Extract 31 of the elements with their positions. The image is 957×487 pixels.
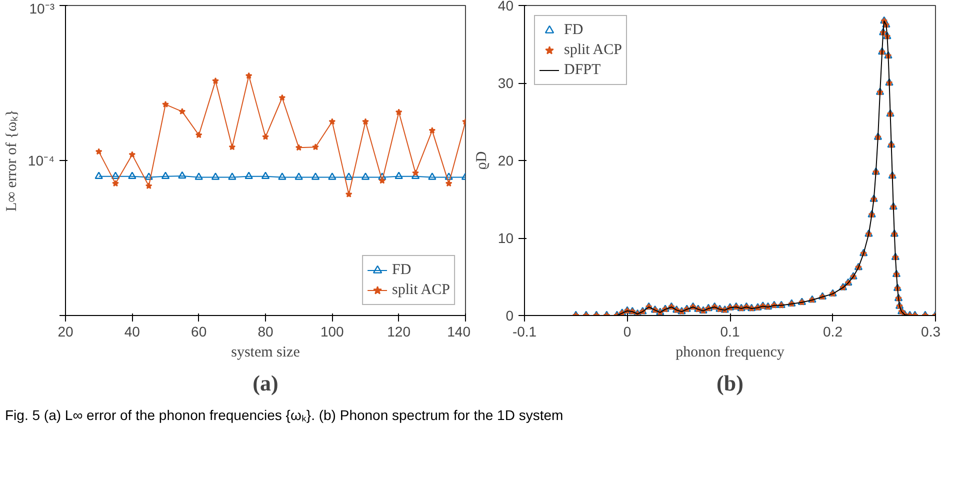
x-tick-label: 60 — [191, 324, 207, 340]
x-tick-label: 80 — [258, 324, 274, 340]
x-tick-label: 0.1 — [720, 324, 740, 340]
caption: Fig. 5 (a) L∞ error of the phonon frequencies {ωₖ}. (b) Phonon spectrum for the 1D system — [5, 406, 564, 425]
y-tick-label: 10 — [498, 230, 514, 246]
y-tick-label: 20 — [498, 152, 514, 168]
y-tick-label: 10⁻⁴ — [28, 152, 55, 168]
x-tick-label: 40 — [124, 324, 140, 340]
y-tick-label: 30 — [498, 75, 514, 91]
legend-label: FD — [392, 262, 412, 278]
legend-label: split ACP — [392, 282, 450, 298]
legend-label: split ACP — [564, 42, 622, 58]
y-tick-label: 0 — [506, 308, 514, 324]
x-tick-label: 0.3 — [921, 324, 941, 340]
y-tick-label: 40 — [498, 0, 514, 14]
x-tick-label: 140 — [447, 324, 471, 340]
legend-label: FD — [564, 22, 584, 38]
x-tick-label: 120 — [387, 324, 411, 340]
legend-label: DFPT — [564, 62, 601, 78]
text: (a) — [252, 370, 278, 396]
x-tick-label: 0.2 — [823, 324, 843, 340]
x-tick-label: 100 — [320, 324, 344, 340]
x-tick-label: -0.1 — [512, 324, 537, 340]
x-tick-label: 20 — [58, 324, 74, 340]
y-axis-title: L∞ error of {ωₖ} — [4, 109, 20, 212]
y-tick-label: 10⁻³ — [29, 0, 55, 16]
x-tick-label: 0 — [623, 324, 632, 340]
text: (b) — [716, 370, 744, 396]
x-axis-title: phonon frequency — [676, 344, 785, 360]
x-axis-title: system size — [231, 344, 300, 360]
y-axis-title: ϱD — [474, 151, 490, 170]
